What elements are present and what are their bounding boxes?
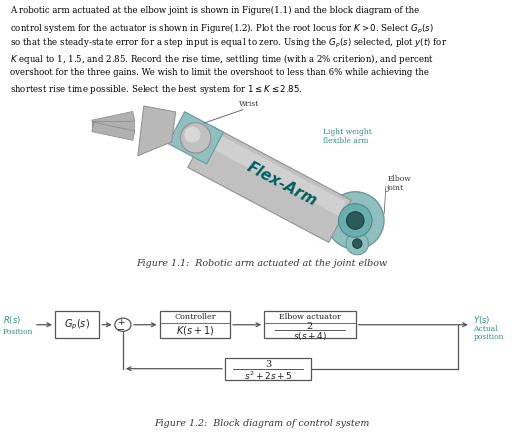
Text: Controller: Controller: [174, 313, 215, 321]
Circle shape: [185, 127, 200, 143]
Circle shape: [180, 123, 211, 153]
Text: $K$ equal to 1, 1.5, and 2.85. Record the rise time, settling time (with a 2% cr: $K$ equal to 1, 1.5, and 2.85. Record th…: [10, 52, 435, 66]
Text: 2: 2: [307, 321, 313, 331]
Text: control system for the actuator is shown in Figure(1.2). Plot the root locus for: control system for the actuator is shown…: [10, 21, 435, 35]
Text: A robotic arm actuated at the elbow joint is shown in Figure(1.1) and the block : A robotic arm actuated at the elbow join…: [10, 6, 420, 15]
Text: Light weight
flexible arm: Light weight flexible arm: [323, 128, 372, 145]
Text: 3: 3: [265, 360, 271, 369]
Text: $K(s+1)$: $K(s+1)$: [176, 324, 214, 337]
Text: Figure 1.1:  Robotic arm actuated at the joint elbow: Figure 1.1: Robotic arm actuated at the …: [136, 259, 387, 268]
Text: +: +: [117, 318, 124, 327]
Text: Elbow
joint: Elbow joint: [387, 175, 411, 192]
Text: $Y(s)$: $Y(s)$: [473, 314, 491, 325]
Polygon shape: [168, 112, 223, 164]
Text: $s(s+4)$: $s(s+4)$: [293, 330, 327, 342]
Polygon shape: [92, 121, 134, 131]
Bar: [55, 311, 99, 338]
Text: Flex-Arm: Flex-Arm: [244, 159, 319, 208]
Text: shortest rise time possible. Select the best system for $1 \leq K \leq 2.85$.: shortest rise time possible. Select the …: [10, 83, 303, 96]
Bar: [225, 357, 311, 380]
Polygon shape: [92, 111, 135, 130]
Circle shape: [338, 204, 372, 237]
Polygon shape: [188, 125, 351, 242]
Text: $s^2+2s+5$: $s^2+2s+5$: [244, 369, 292, 382]
Polygon shape: [92, 122, 135, 140]
Text: Elbow actuator: Elbow actuator: [279, 313, 341, 321]
Bar: [160, 311, 230, 338]
Text: Actual: Actual: [473, 325, 498, 333]
Text: Position: Position: [3, 328, 33, 336]
Text: $G_p(s)$: $G_p(s)$: [64, 318, 90, 332]
Circle shape: [346, 233, 368, 255]
Text: so that the steady-state error for a step input is equal to zero. Using the $G_p: so that the steady-state error for a ste…: [10, 37, 448, 50]
Text: position: position: [473, 333, 504, 341]
Polygon shape: [138, 106, 176, 156]
Text: −: −: [117, 325, 125, 335]
Text: overshoot for the three gains. We wish to limit the overshoot to less than 6% wh: overshoot for the three gains. We wish t…: [10, 67, 429, 77]
Text: $R(s)$: $R(s)$: [3, 314, 20, 325]
Text: Wrist: Wrist: [240, 100, 260, 108]
Text: Figure 1.2:  Block diagram of control system: Figure 1.2: Block diagram of control sys…: [154, 420, 369, 428]
Polygon shape: [204, 131, 346, 216]
Bar: [264, 311, 356, 338]
Circle shape: [347, 212, 364, 229]
Circle shape: [115, 318, 131, 331]
Circle shape: [326, 192, 384, 249]
Circle shape: [353, 239, 362, 248]
